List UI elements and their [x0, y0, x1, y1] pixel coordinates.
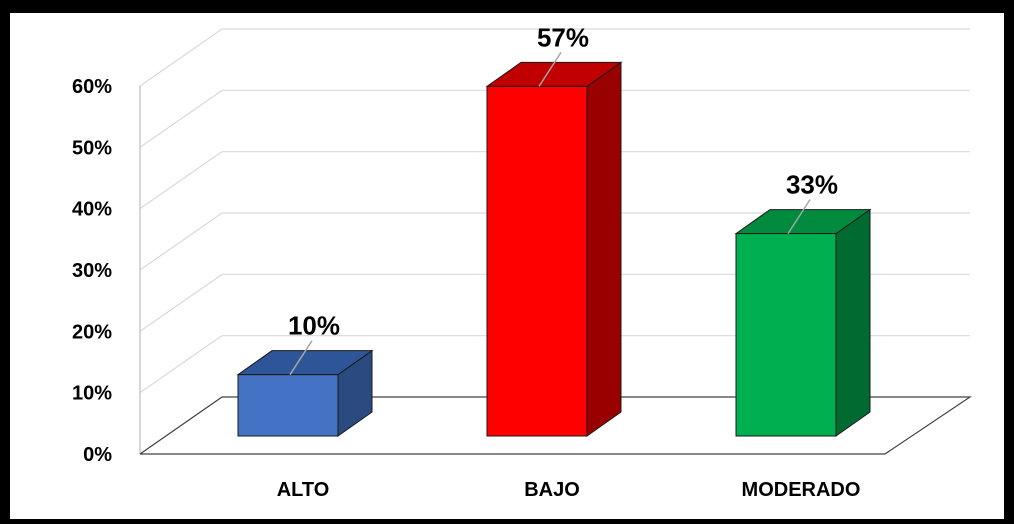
- data-label-leader: [787, 199, 811, 235]
- gridline-side: [139, 151, 223, 210]
- gridline-side: [139, 28, 223, 87]
- category-label: BAJO: [524, 479, 580, 501]
- data-label: 10%: [288, 311, 340, 341]
- category-label: ALTO: [277, 479, 330, 501]
- y-tick-label: 20%: [72, 321, 112, 343]
- y-tick-label: 40%: [72, 199, 112, 221]
- y-tick-label: 10%: [72, 383, 112, 405]
- gridline-side: [139, 335, 223, 394]
- floor-outline: [139, 396, 972, 455]
- bar: [486, 85, 588, 437]
- bar: [237, 374, 339, 437]
- y-tick-label: 30%: [72, 260, 112, 282]
- category-label: MODERADO: [742, 479, 861, 501]
- data-label-leader: [538, 51, 562, 87]
- gridline-side: [139, 89, 223, 148]
- bar-side: [835, 208, 871, 437]
- data-label: 57%: [537, 22, 589, 52]
- y-tick-label: 50%: [72, 137, 112, 159]
- gridline-side: [139, 273, 223, 332]
- data-label-leader: [289, 340, 313, 376]
- bar: [735, 233, 837, 437]
- bar-side: [586, 61, 622, 437]
- y-tick-label: 60%: [72, 76, 112, 98]
- data-label: 33%: [786, 170, 838, 200]
- gridline-side: [139, 212, 223, 271]
- y-tick-label: 0%: [83, 444, 112, 466]
